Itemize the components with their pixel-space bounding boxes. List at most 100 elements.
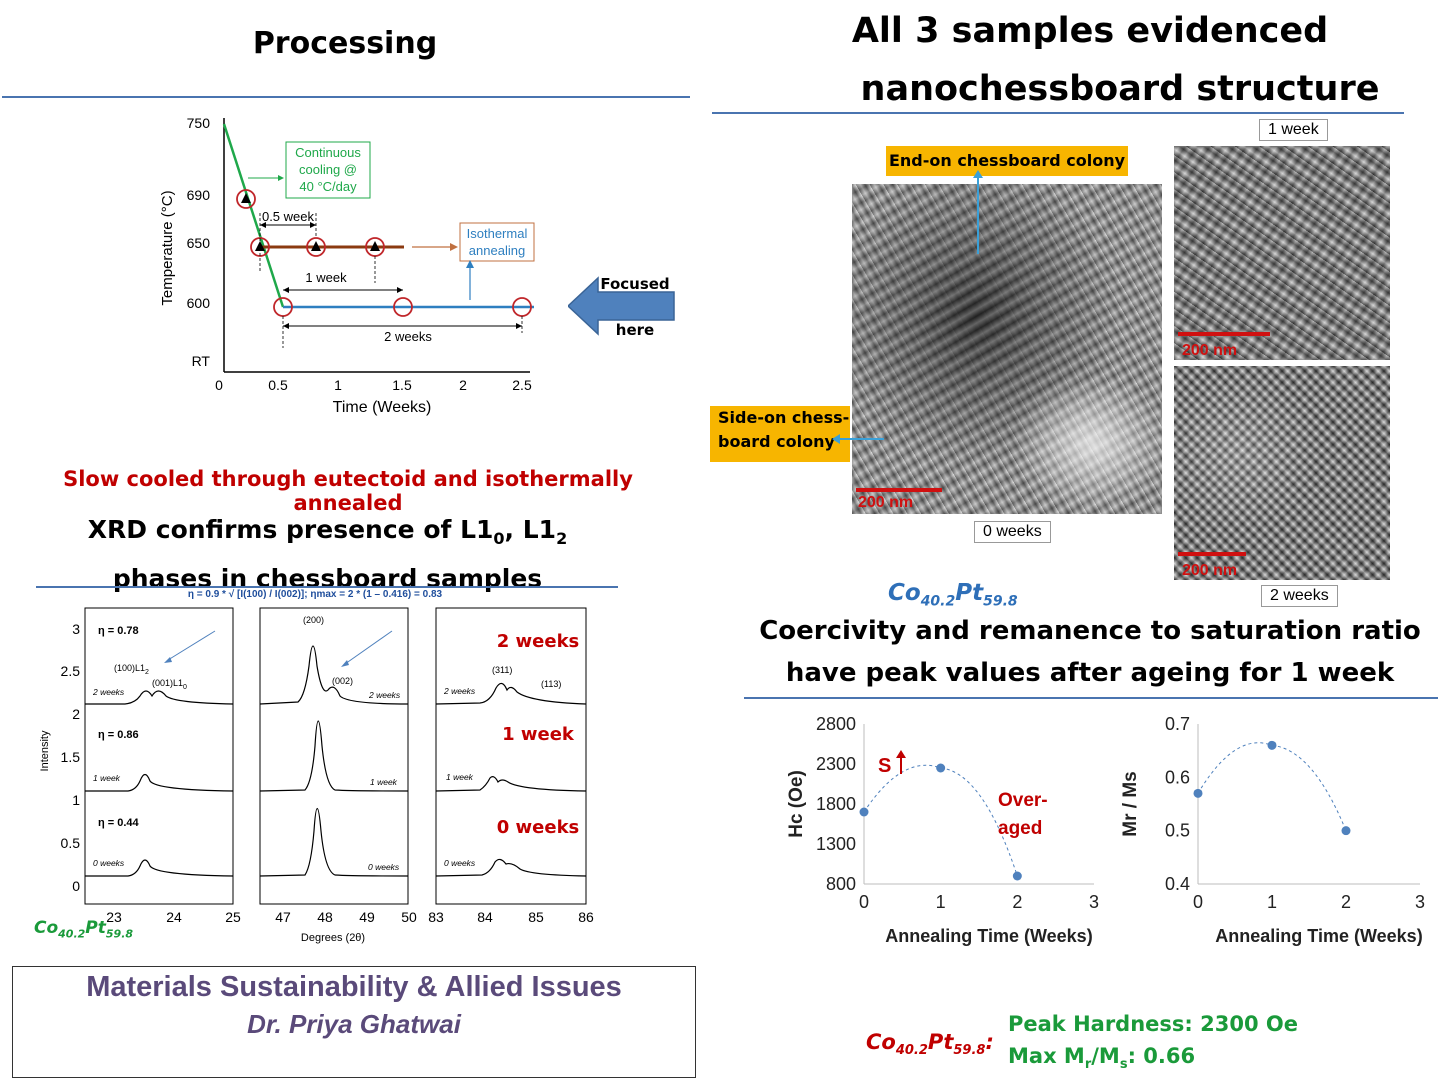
summary-peak-hardness: Peak Hardness: 2300 Oe bbox=[1008, 1012, 1298, 1036]
scale-bar-label: 200 nm bbox=[1182, 562, 1238, 579]
y-tick: 1.5 bbox=[61, 749, 81, 765]
tem-image-1-week bbox=[1174, 146, 1390, 360]
x-tick: 0.5 bbox=[268, 377, 288, 393]
divider bbox=[712, 112, 1404, 114]
y-axis-label: Temperature (°C) bbox=[159, 190, 176, 305]
x-tick: 86 bbox=[578, 909, 594, 925]
up-arrow-icon bbox=[896, 750, 906, 758]
label-2-weeks: 2 weeks bbox=[1261, 585, 1338, 607]
divider bbox=[744, 697, 1438, 699]
scale-bar bbox=[1178, 332, 1270, 336]
trace-label: 0 weeks bbox=[444, 858, 476, 868]
continuous-cooling-label: Continuous bbox=[295, 145, 361, 160]
annotation-s: S bbox=[878, 755, 891, 777]
x-tick: 50 bbox=[401, 909, 417, 925]
y-tick: 650 bbox=[187, 235, 211, 251]
x-tick: 84 bbox=[477, 909, 493, 925]
x-tick: 2.5 bbox=[512, 377, 532, 393]
isothermal-label: annealing bbox=[469, 243, 525, 258]
focused-label: Focused bbox=[600, 275, 670, 293]
peak-label: (311) bbox=[492, 665, 512, 675]
end-on-arrow bbox=[973, 170, 983, 254]
trace-label: 2 weeks bbox=[92, 687, 125, 697]
coercivity-title: Coercivity and remanence to saturation r… bbox=[759, 616, 1421, 688]
one-week-label: 1 week bbox=[305, 270, 347, 285]
x-tick: 25 bbox=[225, 909, 241, 925]
footer-line1: Materials Sustainability & Allied Issues bbox=[86, 971, 622, 1003]
mr-ms-chart: 0.4 0.5 0.6 0.7 0 1 2 3 Annealing Time (Weeks) Mr… bbox=[1120, 714, 1425, 946]
slow-cooled-text: Slow cooled through eutectoid and isothe… bbox=[63, 467, 633, 515]
y-tick-label: 2800 bbox=[816, 714, 856, 734]
xrd-formula: η = 0.9 * √ [I(100) / I(002)]; ηmax = 2 … bbox=[188, 589, 443, 600]
x-tick-label: 3 bbox=[1415, 892, 1425, 912]
isothermal-label: Isothermal bbox=[467, 226, 528, 241]
label-0-weeks: 0 weeks bbox=[974, 521, 1051, 543]
x-axis-label: Time (Weeks) bbox=[333, 399, 432, 416]
y-axis-label: Intensity bbox=[39, 730, 51, 771]
y-axis-label: Mr / Ms bbox=[1120, 771, 1141, 836]
y-tick-label: 800 bbox=[826, 874, 856, 894]
xrd-time-label: 0 weeks bbox=[497, 817, 580, 838]
y-tick-label: 0.5 bbox=[1165, 821, 1190, 841]
x-tick: 2 bbox=[459, 377, 467, 393]
x-tick-label: 2 bbox=[1012, 892, 1022, 912]
x-tick: 48 bbox=[317, 909, 333, 925]
annotation-overaged: aged bbox=[998, 818, 1042, 839]
data-point bbox=[1193, 788, 1203, 798]
divider bbox=[36, 586, 618, 588]
processing-diagram: 750 690 650 600 RT Temperature (°C) 0 0.… bbox=[159, 115, 535, 416]
trace-label: 0 weeks bbox=[93, 858, 125, 868]
x-tick-label: 3 bbox=[1089, 892, 1099, 912]
xrd-figure: η = 0.9 * √ [I(100) / I(002)]; ηmax = 2 … bbox=[39, 589, 594, 944]
y-tick: 1 bbox=[72, 792, 80, 808]
trend-line bbox=[1197, 742, 1347, 831]
trace-label: 0 weeks bbox=[368, 862, 400, 872]
continuous-cooling-label: 40 °C/day bbox=[299, 179, 357, 194]
scale-bar-label: 200 nm bbox=[858, 494, 914, 511]
x-tick-label: 1 bbox=[936, 892, 946, 912]
x-tick: 83 bbox=[428, 909, 444, 925]
trace-label: 1 week bbox=[370, 777, 398, 787]
x-axis-label: Annealing Time (Weeks) bbox=[1215, 926, 1422, 946]
annotation-overaged: Over- bbox=[998, 790, 1048, 811]
hc-chart: 800 1300 1800 2300 2800 0 1 2 3 Annealing Time (W… bbox=[786, 714, 1099, 946]
divider bbox=[2, 96, 690, 98]
x-axis-label: Degrees (2θ) bbox=[301, 932, 365, 944]
y-tick-label: 0.7 bbox=[1165, 714, 1190, 734]
side-on-arrow bbox=[832, 434, 884, 444]
right-title: All 3 samples evidenced nanochessboard s… bbox=[851, 11, 1380, 109]
focused-arrow-icon bbox=[568, 276, 675, 336]
x-axis-label: Annealing Time (Weeks) bbox=[885, 926, 1092, 946]
x-tick: 0 bbox=[215, 377, 223, 393]
y-tick: 2.5 bbox=[61, 663, 81, 679]
data-point bbox=[1267, 740, 1277, 750]
peak-label: (200) bbox=[303, 615, 324, 625]
trend-line bbox=[863, 764, 1018, 877]
two-weeks-label: 2 weeks bbox=[384, 329, 432, 344]
eta-label: η = 0.86 bbox=[98, 729, 139, 741]
y-tick-label: 1300 bbox=[816, 834, 856, 854]
tem-composition: Co40.2Pt59.8 bbox=[888, 580, 1018, 610]
trace-label: 2 weeks bbox=[368, 690, 401, 700]
peak-label: (001)L10 bbox=[152, 678, 187, 691]
x-tick: 1 bbox=[334, 377, 342, 393]
x-tick: 1.5 bbox=[392, 377, 412, 393]
peak-label: (002) bbox=[332, 676, 353, 686]
x-tick: 47 bbox=[275, 909, 291, 925]
x-tick-label: 2 bbox=[1341, 892, 1351, 912]
y-tick-label: 0.6 bbox=[1165, 767, 1190, 787]
focused-label: here bbox=[615, 321, 655, 339]
footer-line2: Dr. Priya Ghatwai bbox=[247, 1009, 461, 1039]
xrd-title: XRD confirms presence of L10, L12 phases… bbox=[87, 515, 568, 593]
x-tick: 49 bbox=[359, 909, 375, 925]
data-point bbox=[936, 763, 946, 773]
eta-label: η = 0.44 bbox=[98, 817, 140, 829]
xrd-time-label: 2 weeks bbox=[497, 631, 580, 652]
processing-title: Processing bbox=[252, 26, 438, 61]
half-week-label: 0.5 week bbox=[262, 209, 315, 224]
x-tick-label: 1 bbox=[1267, 892, 1277, 912]
scale-bar bbox=[1178, 552, 1246, 556]
scale-bar-label: 200 nm bbox=[1182, 342, 1238, 359]
y-tick: 0 bbox=[72, 878, 80, 894]
y-tick: 690 bbox=[187, 187, 211, 203]
